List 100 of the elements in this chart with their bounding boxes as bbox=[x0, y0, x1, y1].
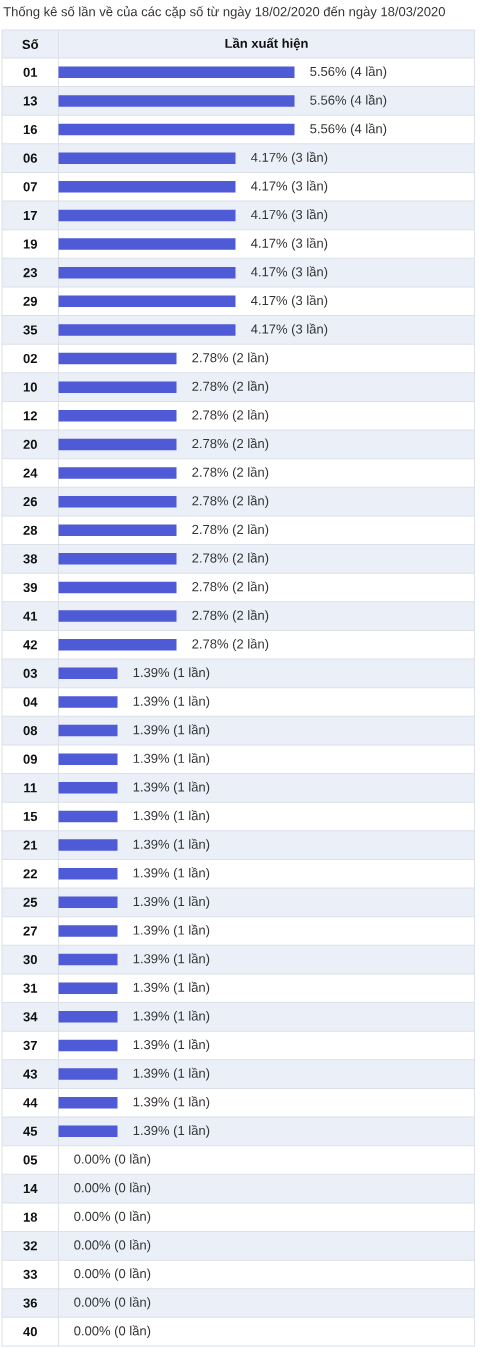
bar bbox=[58, 667, 118, 680]
data-label: 1.39% (1 lần) bbox=[133, 667, 210, 680]
y-tick-label: 14 bbox=[23, 1184, 38, 1194]
bar bbox=[58, 266, 236, 279]
y-tick-label: 06 bbox=[23, 153, 38, 163]
y-tick-label: 01 bbox=[23, 67, 38, 77]
bar bbox=[58, 553, 177, 565]
data-label: 2.78% (2 lần) bbox=[192, 409, 269, 423]
bar bbox=[58, 1125, 118, 1138]
y-tick-label: 33 bbox=[23, 1269, 38, 1280]
bar bbox=[58, 953, 118, 966]
y-tick-label: 08 bbox=[23, 725, 38, 736]
data-label: 1.39% (1 lần) bbox=[133, 752, 210, 766]
y-tick-label: 12 bbox=[23, 411, 37, 421]
data-label: 2.78% (2 lần) bbox=[192, 495, 269, 508]
y-tick-label: 20 bbox=[23, 439, 37, 449]
y-tick-label: 13 bbox=[23, 96, 38, 106]
y-tick-label: 23 bbox=[23, 268, 38, 278]
bar bbox=[58, 295, 236, 308]
y-tick-label: 36 bbox=[23, 1298, 38, 1308]
data-label: 1.39% (1 lần) bbox=[133, 781, 210, 795]
bar bbox=[58, 696, 118, 708]
y-tick-label: 25 bbox=[23, 897, 38, 907]
data-label: 4.17% (3 lần) bbox=[251, 180, 328, 194]
data-label: 2.78% (2 lần) bbox=[192, 552, 269, 566]
data-label: 1.39% (1 lần) bbox=[133, 1124, 210, 1138]
data-label: 0.00% (0 lần) bbox=[74, 1239, 151, 1253]
bar bbox=[58, 181, 236, 193]
data-label: 1.39% (1 lần) bbox=[133, 724, 210, 737]
data-label: 1.39% (1 lần) bbox=[133, 1096, 210, 1110]
bar bbox=[58, 724, 118, 737]
y-tick-label: 28 bbox=[23, 525, 38, 535]
data-label: 4.17% (3 lần) bbox=[251, 266, 328, 280]
data-label: 1.39% (1 lần) bbox=[133, 810, 210, 823]
data-label: 1.39% (1 lần) bbox=[133, 695, 210, 709]
y-tick-label: 19 bbox=[23, 239, 37, 249]
y-tick-label: 11 bbox=[24, 783, 37, 793]
bar bbox=[58, 896, 118, 909]
y-tick-label: 18 bbox=[23, 1212, 38, 1222]
bar bbox=[58, 1011, 118, 1023]
data-label: 2.78% (2 lần) bbox=[192, 466, 269, 480]
bar bbox=[58, 95, 295, 107]
y-tick-label: 43 bbox=[23, 1069, 38, 1079]
bar bbox=[58, 810, 118, 823]
data-label: 1.39% (1 lần) bbox=[133, 867, 210, 881]
data-label: 2.78% (2 lần) bbox=[192, 352, 269, 365]
data-label: 0.00% (0 lần) bbox=[74, 1325, 151, 1338]
data-label: 4.17% (3 lần) bbox=[251, 294, 328, 308]
data-label: 1.39% (1 lần) bbox=[133, 838, 210, 852]
y-tick-label: 04 bbox=[23, 697, 38, 707]
y-tick-label: 44 bbox=[23, 1098, 38, 1108]
data-label: 4.17% (3 lần) bbox=[251, 237, 328, 251]
y-tick-label: 45 bbox=[23, 1126, 38, 1136]
bar bbox=[58, 925, 118, 937]
y-axis-title: Số bbox=[22, 38, 39, 50]
bar bbox=[58, 581, 177, 594]
y-tick-label: 31 bbox=[23, 983, 38, 993]
bar bbox=[58, 467, 177, 479]
y-tick-label: 07 bbox=[23, 182, 37, 192]
data-label: 2.78% (2 lần) bbox=[192, 438, 269, 451]
bar bbox=[58, 438, 177, 451]
data-label: 1.39% (1 lần) bbox=[133, 1010, 210, 1024]
y-tick-label: 42 bbox=[23, 640, 37, 650]
data-label: 2.78% (2 lần) bbox=[192, 581, 269, 594]
data-label: 5.56% (4 lần) bbox=[310, 94, 387, 108]
bar bbox=[58, 123, 295, 136]
bar bbox=[58, 324, 236, 336]
bar bbox=[58, 238, 236, 250]
data-label: 0.00% (0 lần) bbox=[74, 1296, 151, 1310]
y-tick-label: 39 bbox=[23, 582, 37, 593]
bar bbox=[58, 610, 177, 622]
y-tick-label: 09 bbox=[23, 754, 37, 764]
y-tick-label: 38 bbox=[23, 554, 38, 564]
data-label: 4.17% (3 lần) bbox=[251, 209, 328, 222]
data-label: 5.56% (4 lần) bbox=[310, 65, 387, 79]
data-label: 1.39% (1 lần) bbox=[133, 981, 210, 995]
y-tick-label: 21 bbox=[23, 840, 38, 850]
bar bbox=[58, 839, 118, 851]
y-tick-label: 41 bbox=[23, 611, 38, 621]
bar bbox=[58, 1096, 118, 1109]
bar bbox=[58, 410, 177, 422]
bar bbox=[58, 753, 118, 765]
data-label: 1.39% (1 lần) bbox=[133, 895, 210, 909]
bar bbox=[58, 1039, 118, 1052]
data-label: 0.00% (0 lần) bbox=[74, 1153, 151, 1167]
data-label: 4.17% (3 lần) bbox=[251, 323, 328, 337]
bar bbox=[58, 1068, 118, 1080]
data-label: 2.78% (2 lần) bbox=[192, 380, 269, 394]
y-tick-label: 34 bbox=[23, 1012, 38, 1022]
y-tick-label: 37 bbox=[23, 1040, 37, 1051]
data-label: 4.17% (3 lần) bbox=[251, 151, 328, 165]
bar bbox=[58, 66, 295, 79]
bar bbox=[58, 381, 177, 393]
data-label: 0.00% (0 lần) bbox=[74, 1182, 151, 1195]
y-tick-label: 40 bbox=[23, 1327, 37, 1337]
y-tick-label: 02 bbox=[23, 353, 37, 364]
y-tick-label: 32 bbox=[23, 1241, 37, 1251]
y-tick-label: 16 bbox=[23, 124, 38, 135]
bar bbox=[58, 982, 118, 994]
y-tick-label: 05 bbox=[23, 1155, 38, 1165]
